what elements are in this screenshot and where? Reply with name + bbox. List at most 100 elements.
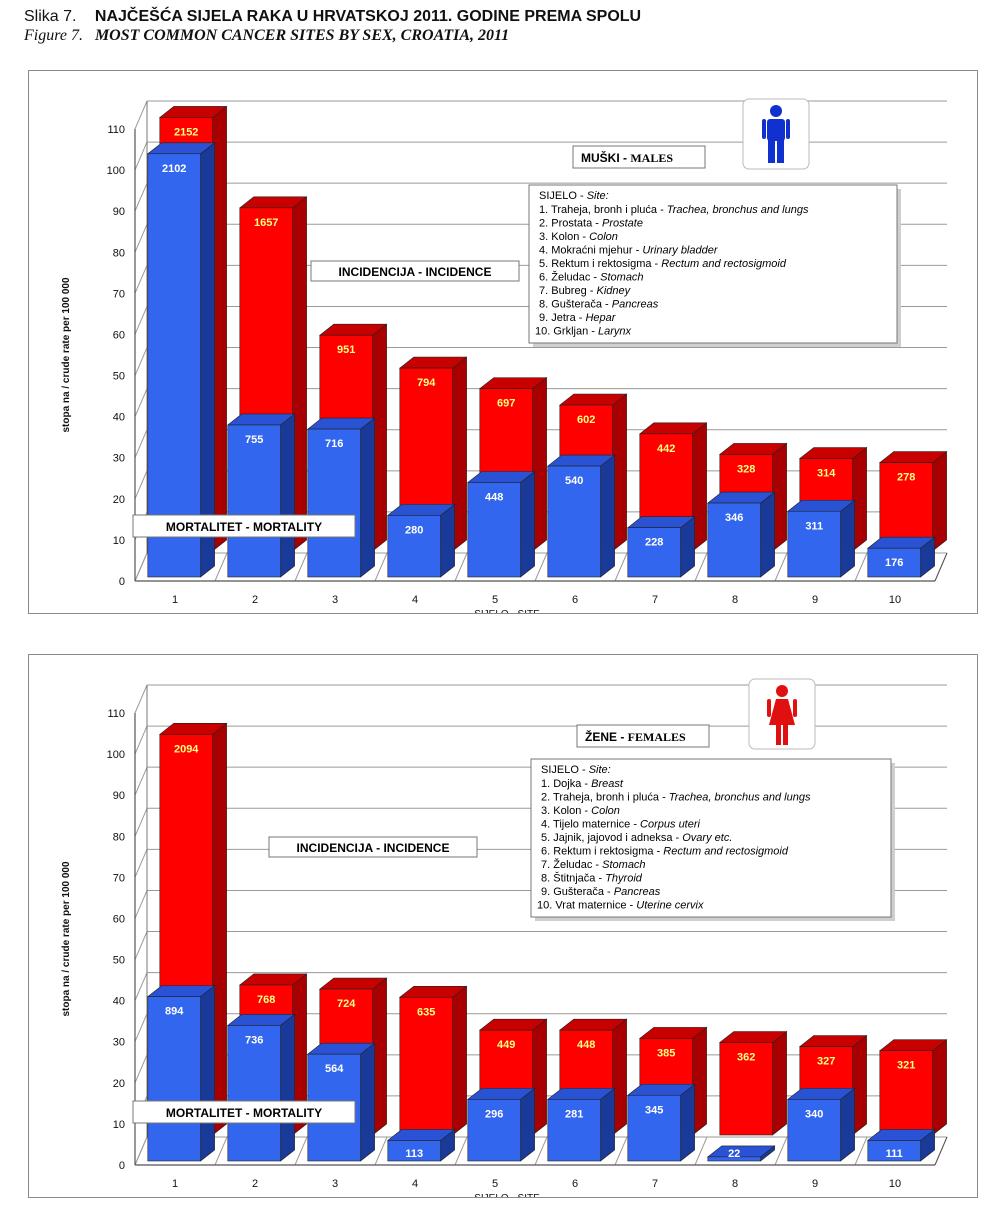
incidence-data-label: 327 xyxy=(817,1056,835,1068)
legend-header: SIJELO - Site: xyxy=(541,764,611,776)
y-tick-label: 50 xyxy=(113,955,125,967)
mortality-bar-side xyxy=(520,470,535,578)
mortality-data-label: 736 xyxy=(245,1034,263,1046)
incidence-data-label: 2152 xyxy=(174,126,198,138)
legend-item-hr: 5. Rektum i rektosigma - xyxy=(539,258,661,270)
mortality-bar xyxy=(387,515,441,578)
mortality-bar xyxy=(387,1140,441,1162)
legend-item-hr: 6. Rektum i rektosigma - xyxy=(541,846,663,858)
legend-item-en: Stomach xyxy=(600,272,643,284)
legend-header-hr: SIJELO - xyxy=(539,190,587,202)
legend-item-en: Trachea, bronchus and lungs xyxy=(667,204,809,216)
site-1-bars: 2094 894 xyxy=(146,722,228,1162)
incidence-data-label: 635 xyxy=(417,1006,435,1018)
sex-label-box: MUŠKI - MALES xyxy=(572,145,706,169)
legend-frame xyxy=(530,758,892,918)
legend-item: 3. Kolon - Colon xyxy=(541,805,620,817)
legend-item: 4. Mokraćni mjehur - Urinary bladder xyxy=(539,245,719,257)
legend-item: 5. Jajnik, jajovod i adneksa - Ovary etc… xyxy=(541,832,732,844)
mortality-bar xyxy=(867,1140,921,1162)
incidence-bar-side xyxy=(932,1039,947,1136)
x-tick-label: 6 xyxy=(572,594,578,606)
legend-item: 7. Bubreg - Kidney xyxy=(539,285,632,297)
gridline-side xyxy=(134,182,148,212)
mortality-bar-side xyxy=(840,1087,855,1162)
legend-item-en: Prostate xyxy=(602,218,643,230)
mortality-label: MORTALITET - MORTALITY xyxy=(166,520,322,534)
legend-item: 9. Gušterača - Pancreas xyxy=(541,886,661,898)
y-axis-label: stopa na / crude rate per 100 000 xyxy=(61,861,72,1017)
site-6-bars: 602 540 xyxy=(546,393,628,578)
floor-divider xyxy=(374,1136,388,1166)
mortality-data-label: 540 xyxy=(565,475,583,487)
legend-item: 8. Gušterača - Pancreas xyxy=(539,299,659,311)
mortality-bar xyxy=(227,1025,281,1162)
legend-item-hr: 4. Mokraćni mjehur - xyxy=(539,245,642,257)
sex-label-en: MALES xyxy=(630,151,673,165)
legend-header-en: Site: xyxy=(589,764,611,776)
legend-item: 1. Dojka - Breast xyxy=(541,778,624,790)
incidence-bar xyxy=(879,1050,933,1136)
x-tick-label: 1 xyxy=(172,594,178,606)
floor-divider xyxy=(774,552,788,582)
mortality-bar xyxy=(707,502,761,578)
legend-header-en: Site: xyxy=(587,190,609,202)
site-6-bars: 448 281 xyxy=(546,1018,628,1162)
legend-item-hr: 6. Želudac - xyxy=(539,271,600,284)
mortality-bar xyxy=(627,1094,681,1162)
incidence-data-label: 602 xyxy=(577,414,595,426)
slika-label: Slika 7. xyxy=(24,8,77,25)
legend-item: 2. Prostata - Prostate xyxy=(539,218,643,230)
sex-label-hr: ŽENE - xyxy=(585,729,628,744)
x-tick-label: 9 xyxy=(812,594,818,606)
floor-divider xyxy=(694,1136,708,1166)
x-axis-label: SIJELO - SITE xyxy=(474,1193,540,1197)
y-tick-label: 30 xyxy=(113,453,125,465)
mortality-data-label: 111 xyxy=(886,1148,903,1160)
mortality-bar-side xyxy=(360,417,375,578)
legend-item-hr: 10. Vrat maternice - xyxy=(537,900,636,912)
y-tick-label: 0 xyxy=(119,1160,125,1172)
male-person-icon-leg-left xyxy=(768,139,775,163)
floor-divider xyxy=(294,552,308,582)
incidence-data-label: 362 xyxy=(737,1051,755,1063)
site-5-bars: 449 296 xyxy=(466,1018,548,1162)
incidence-data-label: 2094 xyxy=(174,743,199,755)
female-person-icon-arm-right xyxy=(793,699,797,717)
legend-item-en: Hepar xyxy=(585,312,616,324)
legend-item-hr: 5. Jajnik, jajovod i adneksa - xyxy=(541,832,682,844)
x-tick-label: 6 xyxy=(572,1178,578,1190)
incidence-data-label: 794 xyxy=(417,377,436,389)
legend-item-en: Stomach xyxy=(602,859,645,871)
legend-item: 9. Jetra - Hepar xyxy=(539,312,617,324)
legend: SIJELO - Site: 1. Traheja, bronh i pluća … xyxy=(528,184,901,347)
y-tick-label: 60 xyxy=(113,329,125,341)
legend-item: 6. Rektum i rektosigma - Rectum and rect… xyxy=(541,846,789,858)
mortality-data-label: 176 xyxy=(885,557,903,569)
floor-divider xyxy=(134,1136,148,1166)
y-tick-label: 40 xyxy=(113,996,125,1008)
incidence-bar xyxy=(719,1042,773,1136)
sex-label: MUŠKI - MALES xyxy=(581,150,673,165)
legend-item-en: Thyroid xyxy=(605,873,643,885)
gridline-side xyxy=(134,347,148,376)
figure-title-en: Figure 7. MOST COMMON CANCER SITES BY SE… xyxy=(24,27,984,45)
mortality-bar xyxy=(787,510,841,578)
legend-item-en: Ovary etc. xyxy=(682,832,732,844)
mortality-data-label: 346 xyxy=(725,512,743,524)
y-tick-label: 30 xyxy=(113,1037,125,1049)
x-tick-label: 1 xyxy=(172,1178,178,1190)
y-tick-label: 90 xyxy=(113,790,125,802)
site-9-bars: 327 340 xyxy=(786,1034,868,1162)
figure-label: Figure 7. xyxy=(24,27,83,44)
male-person-icon-torso xyxy=(767,119,785,141)
floor-divider xyxy=(374,552,388,582)
site-7-bars: 385 345 xyxy=(626,1026,708,1162)
legend-item-en: Kidney xyxy=(596,285,631,297)
x-tick-label: 10 xyxy=(889,1178,901,1190)
gridline-side xyxy=(134,100,148,130)
legend-item-en: Pancreas xyxy=(614,886,661,898)
mortality-data-label: 448 xyxy=(485,491,503,503)
